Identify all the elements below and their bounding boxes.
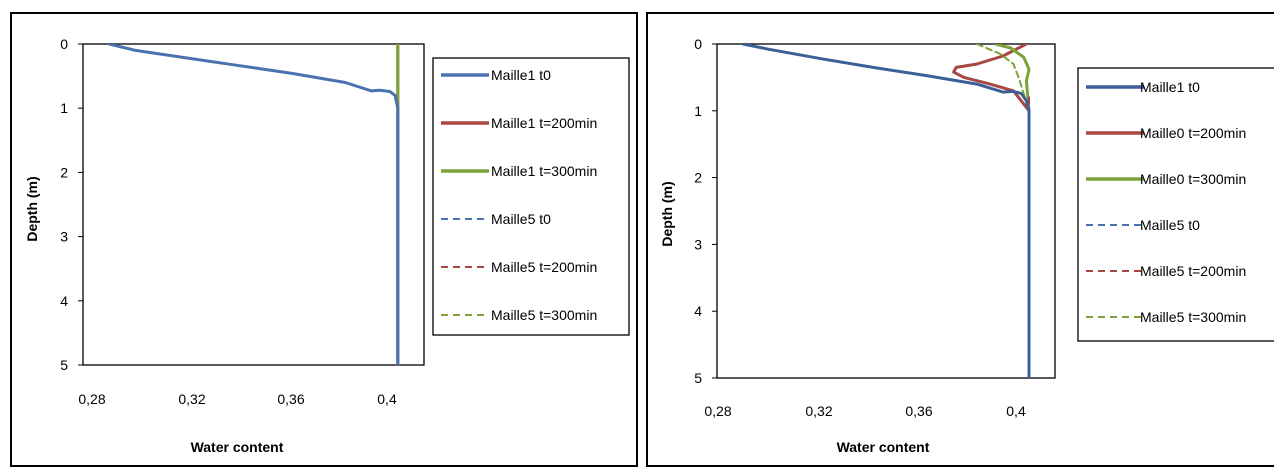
right-x-tick-label: 0,36: [905, 403, 932, 419]
chart-panel-right: 0 1 2 3 4 5 0,28 0,32 0,36 0,4 Water content Depth …: [646, 12, 1274, 467]
right-x-axis-title: Water content: [837, 439, 930, 455]
right-series-line-0: [741, 44, 1031, 378]
left-y-tick-label: 1: [60, 100, 68, 116]
right-y-tick-label: 5: [694, 370, 702, 386]
left-legend-label: Maille1 t=200min: [491, 115, 597, 131]
right-x-tick-label: 0,28: [704, 403, 731, 419]
left-plot-area: [82, 43, 425, 366]
chart-right: 0 1 2 3 4 5 0,28 0,32 0,36 0,4 Water content Depth …: [659, 36, 1274, 455]
right-y-tick-label: 1: [694, 103, 702, 119]
left-legend-label: Maille1 t0: [491, 67, 551, 83]
right-y-axis-title: Depth (m): [659, 181, 675, 246]
right-series-line-1: [952, 44, 1031, 378]
right-legend-label: Maille5 t0: [1140, 217, 1200, 233]
left-y-tick-label: 2: [60, 164, 68, 180]
left-y-tick-label: 5: [60, 357, 68, 373]
left-x-tick-label: 0,32: [178, 391, 205, 407]
right-legend-label: Maille1 t0: [1140, 79, 1200, 95]
right-y-tick-label: 0: [694, 36, 702, 52]
right-y-tick-label: 4: [694, 303, 702, 319]
left-x-tick-label: 0,36: [277, 391, 304, 407]
chart-panel-left: 0 1 2 3 4 5 0,28 0,32 0,36 0,4 Water content Depth …: [10, 12, 638, 467]
right-plot-area: [716, 43, 1056, 379]
right-legend-label: Maille0 t=300min: [1140, 171, 1246, 187]
right-legend-label: Maille0 t=200min: [1140, 125, 1246, 141]
right-x-tick-label: 0,4: [1006, 403, 1026, 419]
left-y-tick-label: 0: [60, 36, 68, 52]
left-x-tick-label: 0,4: [377, 391, 397, 407]
left-x-axis-title: Water content: [191, 439, 284, 455]
left-series-group: [107, 44, 400, 365]
right-legend-label: Maille5 t=300min: [1140, 309, 1246, 325]
left-y-axis-title: Depth (m): [24, 176, 40, 241]
right-y-tick-label: 3: [694, 236, 702, 252]
left-y-tick-label: 3: [60, 229, 68, 245]
left-series-line-0: [107, 44, 400, 365]
right-y-tick-label: 2: [694, 170, 702, 186]
chart-left: 0 1 2 3 4 5 0,28 0,32 0,36 0,4 Water content Depth …: [24, 36, 630, 455]
right-legend: [1077, 67, 1274, 342]
left-legend-label: Maille5 t=200min: [491, 259, 597, 275]
left-legend-label: Maille5 t=300min: [491, 307, 597, 323]
left-y-tick-label: 4: [60, 293, 68, 309]
left-x-tick-label: 0,28: [78, 391, 105, 407]
right-x-tick-label: 0,32: [805, 403, 832, 419]
right-legend-label: Maille5 t=200min: [1140, 263, 1246, 279]
left-legend-label: Maille5 t0: [491, 211, 551, 227]
left-legend-label: Maille1 t=300min: [491, 163, 597, 179]
right-series-group: [741, 44, 1031, 378]
left-legend: [432, 57, 630, 336]
